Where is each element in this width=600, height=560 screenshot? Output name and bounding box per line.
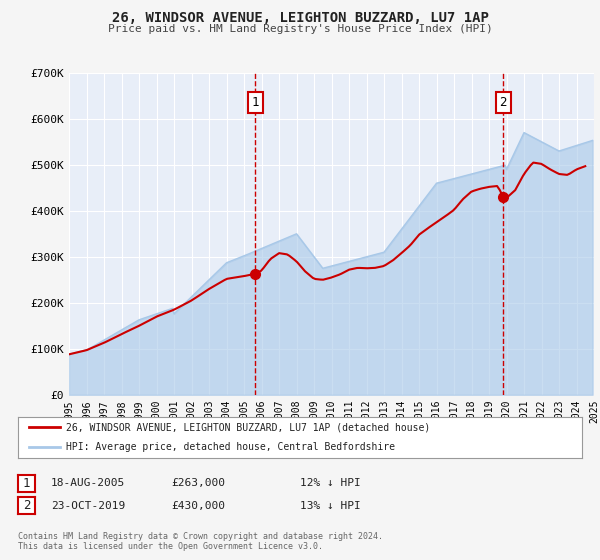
Text: 1: 1: [23, 477, 30, 490]
Text: 2: 2: [499, 96, 507, 109]
Text: £263,000: £263,000: [171, 478, 225, 488]
Text: 2: 2: [23, 499, 30, 512]
Text: Contains HM Land Registry data © Crown copyright and database right 2024.: Contains HM Land Registry data © Crown c…: [18, 532, 383, 541]
Text: This data is licensed under the Open Government Licence v3.0.: This data is licensed under the Open Gov…: [18, 542, 323, 551]
Text: 13% ↓ HPI: 13% ↓ HPI: [300, 501, 361, 511]
Text: 1: 1: [251, 96, 259, 109]
Text: 26, WINDSOR AVENUE, LEIGHTON BUZZARD, LU7 1AP (detached house): 26, WINDSOR AVENUE, LEIGHTON BUZZARD, LU…: [66, 422, 430, 432]
Text: 12% ↓ HPI: 12% ↓ HPI: [300, 478, 361, 488]
Text: HPI: Average price, detached house, Central Bedfordshire: HPI: Average price, detached house, Cent…: [66, 442, 395, 452]
Text: 23-OCT-2019: 23-OCT-2019: [51, 501, 125, 511]
Text: 26, WINDSOR AVENUE, LEIGHTON BUZZARD, LU7 1AP: 26, WINDSOR AVENUE, LEIGHTON BUZZARD, LU…: [112, 11, 488, 25]
Text: Price paid vs. HM Land Registry's House Price Index (HPI): Price paid vs. HM Land Registry's House …: [107, 24, 493, 34]
Text: 18-AUG-2005: 18-AUG-2005: [51, 478, 125, 488]
Text: £430,000: £430,000: [171, 501, 225, 511]
